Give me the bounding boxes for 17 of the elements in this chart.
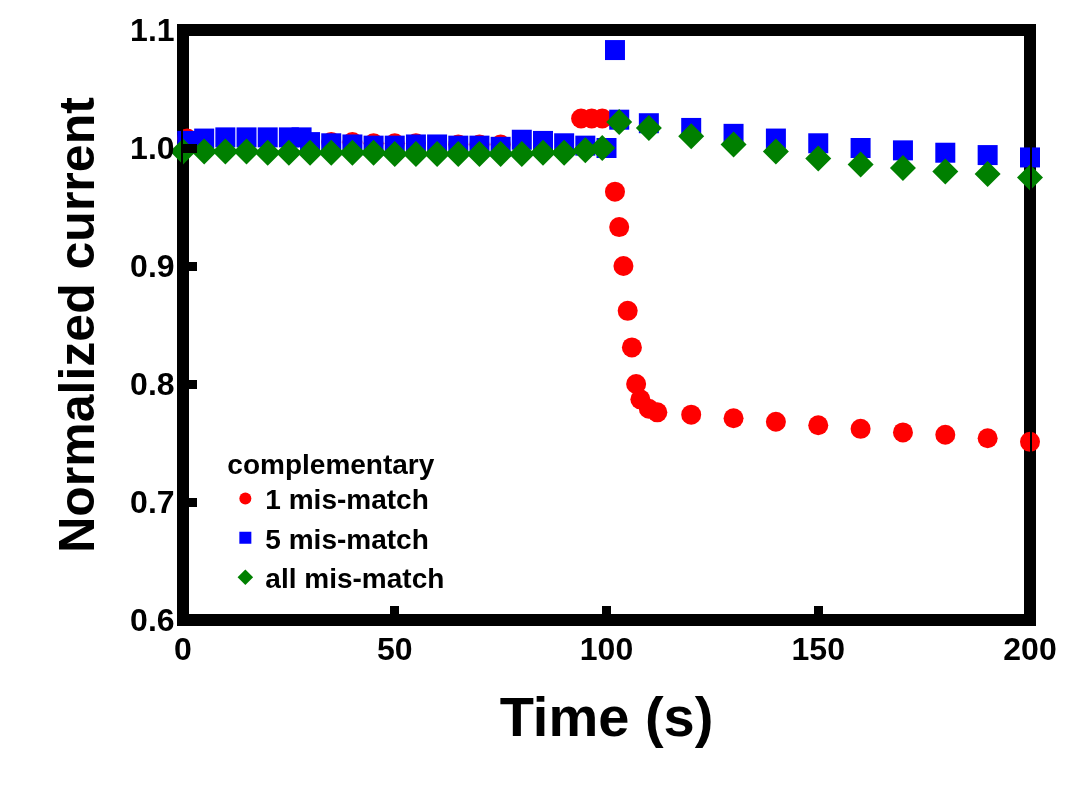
y-tick-label: 1.0 bbox=[130, 130, 175, 167]
x-tick-label: 150 bbox=[791, 631, 845, 668]
y-tick-label: 1.1 bbox=[130, 12, 175, 49]
x-axis-title: Time (s) bbox=[499, 684, 714, 748]
x-tick-label: 50 bbox=[376, 631, 413, 668]
y-tick-label: 0.6 bbox=[130, 602, 175, 639]
y-tick-label: 0.7 bbox=[130, 484, 175, 521]
x-tick-label: 200 bbox=[1003, 631, 1057, 668]
y-axis-title: Normalized current bbox=[48, 96, 105, 553]
y-tick-label: 0.9 bbox=[130, 248, 175, 285]
legend-label: 5 mis-match bbox=[265, 523, 429, 555]
legend-title: complementary bbox=[227, 448, 435, 480]
x-tick-label: 0 bbox=[174, 631, 192, 668]
x-tick-label: 100 bbox=[579, 631, 634, 668]
legend-label: 1 mis-match bbox=[265, 484, 429, 516]
y-tick-label: 0.8 bbox=[130, 366, 175, 403]
legend-label: all mis-match bbox=[265, 563, 445, 595]
